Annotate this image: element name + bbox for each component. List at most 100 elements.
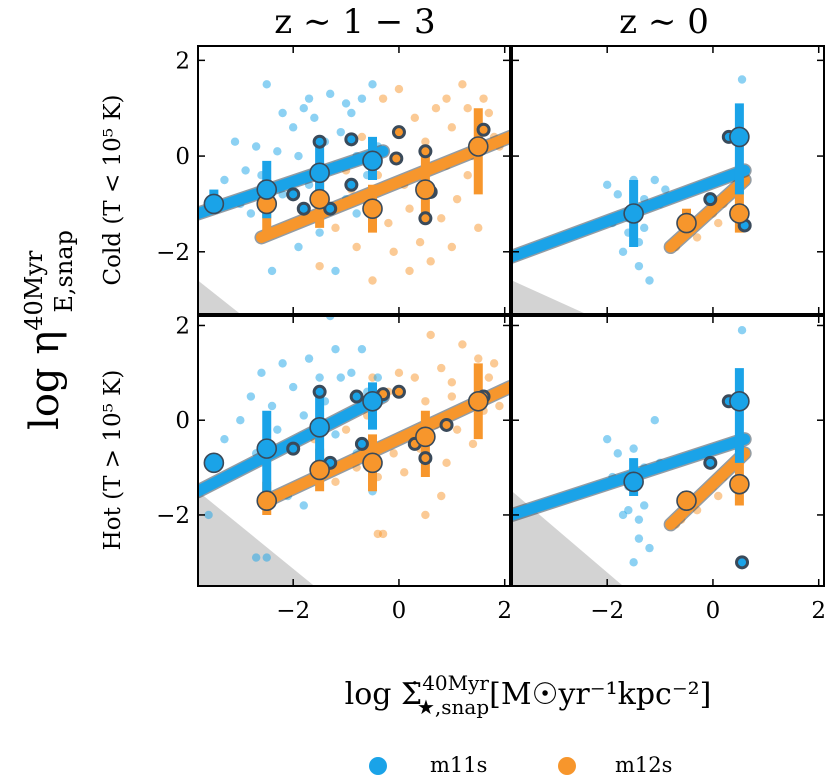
scatter-point-m12s [368,276,377,285]
scatter-point-m11s [288,123,298,132]
legend-label-m11s: m11s [430,753,487,776]
scatter-point-m12s [373,529,382,539]
scatter-point-m12s [447,392,457,401]
scatter-point-m12s [489,359,499,368]
scatter-point-m11s [650,175,659,185]
scatter-point-m12s [484,373,494,382]
plot-area [198,80,510,314]
scatter-point-m12s [394,368,404,378]
scatter-point-m12s [463,171,472,180]
fit-line-m12s [665,174,751,253]
legend-label-m12s: m12s [615,753,672,776]
scatter-point-m11s [220,434,229,444]
scatter-point-m11s [629,558,638,567]
scatter-point-m11s [299,501,308,510]
scatter-point-m11s [629,444,638,453]
scatter-point-m11s [373,373,382,382]
outlier-point-m11s [703,455,718,470]
scatter-point-m12s [415,238,425,247]
bin-marker-m11s [729,390,750,412]
bin-marker-m12s [729,473,750,495]
bin-marker-m11s [309,417,330,438]
x-tick-label: 2 [811,598,826,624]
outlier-point-m12s [418,451,433,466]
outlier-point-m11s [354,436,369,451]
scatter-point-m12s [474,354,483,363]
scatter-point-m11s [278,108,287,118]
scatter-point-m12s [442,458,451,468]
scatter-point-m11s [331,344,340,354]
scatter-point-m11s [326,89,335,99]
scatter-point-m11s [336,373,345,382]
outlier-point-m12s [439,417,454,432]
scatter-point-m12s [714,491,723,501]
scatter-point-m12s [474,223,483,233]
scatter-point-m11s [304,94,314,103]
x-tick-label: 0 [392,598,407,624]
bin-marker-m12s [309,188,330,210]
scatter-point-m12s [468,439,478,449]
x-tick-label: −2 [276,598,310,624]
outlier-point-m12s [476,122,491,137]
scatter-point-m11s [299,411,308,420]
scatter-point-m12s [452,425,462,434]
y-axis-title: log η40MyrE,snap [20,230,78,430]
scatter-point-m12s [405,266,414,276]
scatter-point-m12s [495,401,504,411]
plot-area [198,316,510,586]
scatter-point-m11s [246,209,256,218]
y-tick-label: −2 [156,240,190,266]
scatter-point-m11s [326,316,335,321]
scatter-point-m11s [204,510,213,520]
scatter-point-m12s [331,223,340,233]
scatter-point-m11s [278,359,287,368]
bin-marker-m11s [362,150,383,172]
scatter-point-m11s [315,373,324,382]
bin-marker-m11s [203,193,225,215]
bin-marker-m12s [467,390,489,412]
scatter-point-m11s [304,354,314,363]
legend-marker-m11s [369,757,387,775]
shaded-region [198,280,241,314]
scatter-point-m12s [341,425,351,434]
panel-frame [511,315,825,587]
outlier-point-m12s [418,144,433,159]
outlier-point-m11s [703,192,718,207]
scatter-point-m11s [294,151,303,161]
scatter-point-m11s [640,501,649,510]
scatter-point-m12s [714,218,723,228]
scatter-point-m12s [426,257,435,266]
scatter-point-m11s [624,506,633,515]
y-tick-label: 0 [175,408,190,434]
panel-cold-hiz [197,45,511,315]
scatter-point-m12s [479,94,488,103]
outlier-point-m11s [312,134,327,149]
bin-marker-m11s [203,452,225,474]
scatter-point-m12s [442,94,451,103]
scatter-point-m12s [431,104,441,113]
scatter-point-m11s [634,534,644,543]
fit-line-m11s [198,145,389,219]
bin-marker-m12s [309,459,330,481]
scatter-point-m11s [262,553,271,562]
scatter-point-m11s [267,266,277,276]
bin-marker-m11s [256,179,278,200]
scatter-point-m12s [405,204,414,213]
fit-line-m12s [255,131,510,243]
legend-marker-m12s [558,757,576,775]
bin-marker-m12s [676,490,697,512]
scatter-point-m11s [737,326,747,335]
panel-frame [511,45,825,315]
bin-marker-m12s [467,136,489,157]
bin-marker-m12s [362,198,383,220]
scatter-point-m11s [357,94,367,103]
y-tick-label: 2 [175,48,190,74]
outlier-point-m11s [286,187,301,202]
plot-area [512,75,752,314]
x-tick-label: 0 [706,598,721,624]
outlier-point-m11s [344,177,359,192]
scatter-point-m12s [394,84,404,94]
axis-ticks: −2 0 2 −2 0 2 −2 0 2 −2 0 2 [156,46,826,624]
scatter-point-m11s [315,228,324,237]
